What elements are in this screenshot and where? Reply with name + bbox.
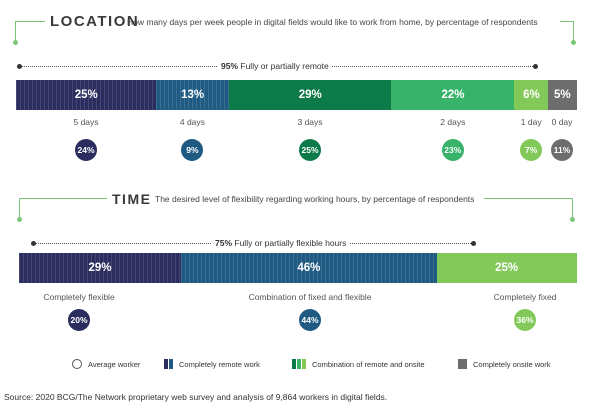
legend-label-combo: Combination of remote and onsite: [312, 359, 425, 369]
location-remote-text: Fully or partially remote: [240, 61, 329, 71]
legend-item-remote: Completely remote work: [164, 359, 260, 369]
legend-label-average-worker: Average worker: [88, 359, 141, 369]
legend-remote-swatch-1: [164, 359, 168, 369]
time-flexible-value: 75%: [215, 238, 233, 248]
time-bracket-top-left: [19, 198, 107, 200]
legend-item-combo: Combination of remote and onsite: [292, 359, 425, 369]
time-flexible-annotation: 75% Fully or partially flexible hours: [212, 238, 350, 248]
location-bar-value-4-days: 13%: [181, 89, 205, 101]
location-bar-segment-1-day: 6%: [514, 80, 549, 110]
time-bar-value-combination-of-fixed-and-flexible: 46%: [297, 262, 321, 274]
time-bar-value-completely-fixed: 25%: [495, 262, 519, 274]
location-bracket-right-dot: [571, 40, 576, 45]
location-average-circle-0-day: 11%: [551, 139, 573, 161]
legend-circle-swatch: [72, 359, 82, 369]
time-bar-segment-combination-of-fixed-and-flexible: 46%: [180, 253, 438, 283]
location-bracket-top-left: [15, 21, 45, 23]
location-bar-value-0-day: 5%: [553, 89, 571, 101]
time-average-circle-combination-of-fixed-and-flexible: 44%: [299, 309, 321, 331]
time-category-label-combination-of-fixed-and-flexible: Combination of fixed and flexible: [248, 292, 372, 302]
location-bar-segment-5-days: 25%: [16, 80, 157, 110]
location-average-circle-1-day: 7%: [520, 139, 543, 161]
location-bar-segment-3-days: 29%: [228, 80, 392, 110]
legend-item-average-worker: Average worker: [72, 359, 140, 369]
legend-remote-swatch-2: [169, 359, 173, 369]
location-category-label-5-days: 5 days: [73, 117, 99, 127]
time-category-label-completely-fixed: Completely fixed: [493, 292, 557, 302]
time-bar-value-completely-flexible: 29%: [88, 262, 112, 274]
location-title: LOCATION: [50, 13, 140, 30]
time-bracket-left-vertical: [19, 198, 21, 218]
location-bar-segment-2-days: 22%: [391, 80, 515, 110]
source-note: Source: 2020 BCG/The Network proprietary…: [4, 392, 388, 402]
time-flexible-text: Fully or partially flexible hours: [234, 238, 347, 248]
location-average-circle-5-days: 24%: [75, 139, 97, 161]
location-category-label-2-days: 2 days: [440, 117, 466, 127]
location-bracket-left-vertical: [15, 21, 17, 41]
location-bar-segment-4-days: 13%: [156, 80, 230, 110]
legend-onsite-swatch: [458, 359, 467, 369]
location-category-label-4-days: 4 days: [179, 117, 205, 127]
location-bracket-left-dot: [13, 40, 18, 45]
location-average-circle-3-days: 25%: [299, 139, 321, 161]
location-subtitle: How many days per week people in digital…: [127, 17, 538, 27]
time-flexible-line-start: [31, 241, 36, 246]
time-flexible-line-end: [471, 241, 476, 246]
location-average-circle-4-days: 9%: [181, 139, 204, 161]
location-bracket-top-right: [560, 21, 573, 23]
location-remote-line-end: [533, 64, 538, 69]
location-bar-value-2-days: 22%: [441, 89, 465, 101]
location-remote-line-start: [17, 64, 22, 69]
time-bracket-right-dot: [570, 217, 575, 222]
location-bracket-right-vertical: [573, 21, 575, 41]
legend-label-onsite: Completely onsite work: [473, 359, 551, 369]
time-bar-segment-completely-flexible: 29%: [19, 253, 182, 283]
time-bar-segment-completely-fixed: 25%: [436, 253, 577, 283]
time-bracket-left-dot: [17, 217, 22, 222]
legend-item-onsite: Completely onsite work: [458, 359, 551, 369]
legend-label-remote: Completely remote work: [179, 359, 260, 369]
time-average-circle-completely-flexible: 20%: [68, 309, 90, 331]
time-bracket-right-vertical: [572, 198, 574, 218]
location-remote-value: 95%: [221, 61, 239, 71]
time-subtitle: The desired level of flexibility regardi…: [155, 194, 475, 204]
location-category-label-3-days: 3 days: [297, 117, 323, 127]
location-bar-value-1-day: 6%: [523, 89, 540, 101]
time-bracket-top-right: [484, 198, 572, 200]
location-remote-annotation: 95% Fully or partially remote: [218, 61, 332, 71]
location-category-label-1-day: 1 day: [520, 117, 542, 127]
location-bar-segment-0-day: 5%: [548, 80, 577, 110]
location-average-circle-2-days: 23%: [441, 139, 464, 161]
location-category-label-0-day: 0 day: [551, 117, 573, 127]
legend-combo-swatch-3: [302, 359, 306, 369]
location-bar-value-3-days: 29%: [298, 89, 322, 101]
time-category-label-completely-flexible: Completely flexible: [43, 292, 115, 302]
legend-combo-swatch-2: [297, 359, 301, 369]
time-title: TIME: [112, 191, 152, 207]
location-bar-value-5-days: 25%: [74, 89, 98, 101]
time-average-circle-completely-fixed: 36%: [514, 309, 536, 331]
legend-combo-swatch-1: [292, 359, 296, 369]
